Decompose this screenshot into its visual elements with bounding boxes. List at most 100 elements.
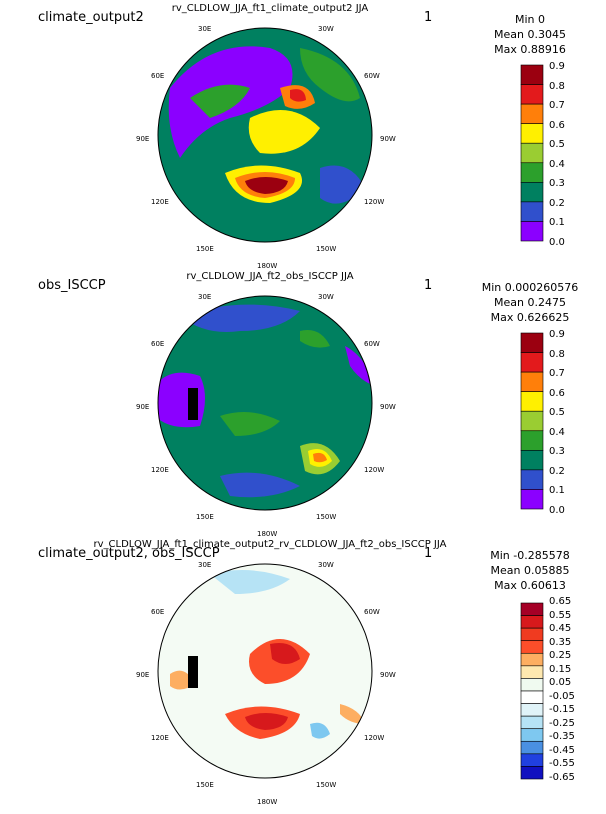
meridian-label: 30W [318,561,334,569]
colorbar-swatch [520,371,544,392]
colorbar-swatch [520,728,544,742]
colorbar-swatch [520,103,544,124]
meridian-label: 30E [198,293,212,301]
panel-title: rv_CLDLOW_JJA_ft1_climate_output2_rv_CLD… [93,539,447,550]
meridian-label: 60E [151,340,165,348]
colorbar-tick-label: 0.15 [549,663,572,675]
colorbar-swatch [520,715,544,730]
meridian-label: 30E [198,561,212,569]
meridian-label: 180W [257,262,278,270]
colorbar-tick-label: 0.35 [549,636,572,648]
colorbar-swatch [520,84,544,105]
colorbar-swatch [520,123,544,144]
colorbar-swatch [520,201,544,222]
colorbar-swatch [520,690,544,704]
colorbar-tick-label: 0.1 [549,485,565,497]
colorbar-tick-label: 0.2 [549,197,565,209]
meridian-label: 120E [151,466,169,474]
stat-max: Max 0.626625 [490,311,570,324]
meridian-label: 150E [196,513,214,521]
colorbar-swatch [520,221,544,242]
colorbar-tick-label: 0.1 [549,217,565,229]
stat-min: Min -0.285578 [490,549,570,562]
stat-mean: Mean 0.3045 [494,28,566,41]
colorbar-swatch [520,740,544,755]
colorbar [520,602,544,780]
panel-stats: Min -0.285578 Mean 0.05885 Max 0.60613 [470,548,590,593]
meridian-label: 90W [380,671,396,679]
meridian-label: 90W [380,403,396,411]
colorbar-tick-label: 0.4 [549,426,565,438]
meridian-label: 60W [364,340,380,348]
colorbar-swatches [520,332,544,510]
colorbar-swatch [520,332,544,353]
colorbar-tick-label: 0.6 [549,387,565,399]
meridian-label: 120E [151,198,169,206]
colorbar-tick-label: 0.7 [549,100,565,112]
colorbar-tick-label: 0.5 [549,139,565,151]
colorbar-tick-label: -0.35 [549,731,575,743]
stat-min: Min 0 [514,13,545,26]
polar-map [157,295,373,511]
meridian-label: 120W [364,198,385,206]
colorbar-tick-label: 0.8 [549,348,565,360]
colorbar-tick-label: -0.25 [549,717,575,729]
colorbar-tick-label: 0.4 [549,158,565,170]
meridian-label: 150W [316,781,337,789]
meridian-label: 30E [198,25,212,33]
colorbar-tick-label: 0.9 [549,329,565,340]
colorbar-tick-label: 0.6 [549,119,565,131]
colorbar-swatch [520,665,544,679]
colorbar [520,332,544,510]
meridian-label: 90W [380,135,396,143]
colorbar-swatch [520,602,544,616]
colorbar-tick-label: -0.05 [549,690,575,702]
colorbar-swatches [520,602,544,780]
panel-left-label: obs_ISCCP [38,278,106,293]
polar-map [157,563,373,779]
panel-obs-isccp: obs_ISCCP rv_CLDLOW_JJA_ft2_obs_ISCCP JJ… [0,268,606,538]
meridian-label: 120W [364,466,385,474]
colorbar-swatch [520,430,544,451]
colorbar-swatch [520,640,544,654]
panel-title: rv_CLDLOW_JJA_ft1_climate_output2 JJA [171,3,369,14]
colorbar-tick-label: 0.5 [549,407,565,419]
meridian-label: 150W [316,513,337,521]
colorbar-tick-label: 0.2 [549,465,565,477]
stat-mean: Mean 0.05885 [490,564,570,577]
panel-climate-output2: climate_output2 rv_CLDLOW_JJA_ft1_climat… [0,0,606,270]
colorbar-swatch [520,652,544,667]
meridian-label: 60E [151,72,165,80]
colorbar-tick-label: 0.25 [549,650,572,662]
colorbar-tick-label: 0.0 [549,237,565,248]
panel-left-label: climate_output2 [38,10,144,25]
colorbar-swatch [520,489,544,510]
colorbar-tick-label: 0.7 [549,368,565,380]
colorbar-swatch [520,678,544,692]
meridian-label: 120E [151,734,169,742]
colorbar-swatch [520,64,544,85]
meridian-label: 180W [257,798,278,806]
meridian-label: 60W [364,608,380,616]
colorbar-swatch [520,766,544,780]
stat-mean: Mean 0.2475 [494,296,566,309]
colorbar-swatch [520,703,544,717]
meridian-label: 90E [136,671,150,679]
meridian-label: 180W [257,530,278,538]
meridian-label: 30W [318,25,334,33]
colorbar-swatch [520,627,544,642]
colorbar-tick-label: 0.9 [549,61,565,72]
panel-stats: Min 0 Mean 0.3045 Max 0.88916 [470,12,590,57]
colorbar-swatch [520,450,544,471]
meridian-label: 90E [136,403,150,411]
colorbar-swatch [520,410,544,432]
colorbar-tick-label: -0.45 [549,744,575,756]
colorbar-tick-label: 0.0 [549,505,565,516]
meridian-label: 120W [364,734,385,742]
meridian-label: 150W [316,245,337,253]
meridian-label: 150E [196,781,214,789]
colorbar-swatch [520,753,544,767]
panel-right-label: 1 [424,278,433,293]
panel-right-label: 1 [424,546,433,561]
stat-max: Max 0.60613 [494,579,566,592]
